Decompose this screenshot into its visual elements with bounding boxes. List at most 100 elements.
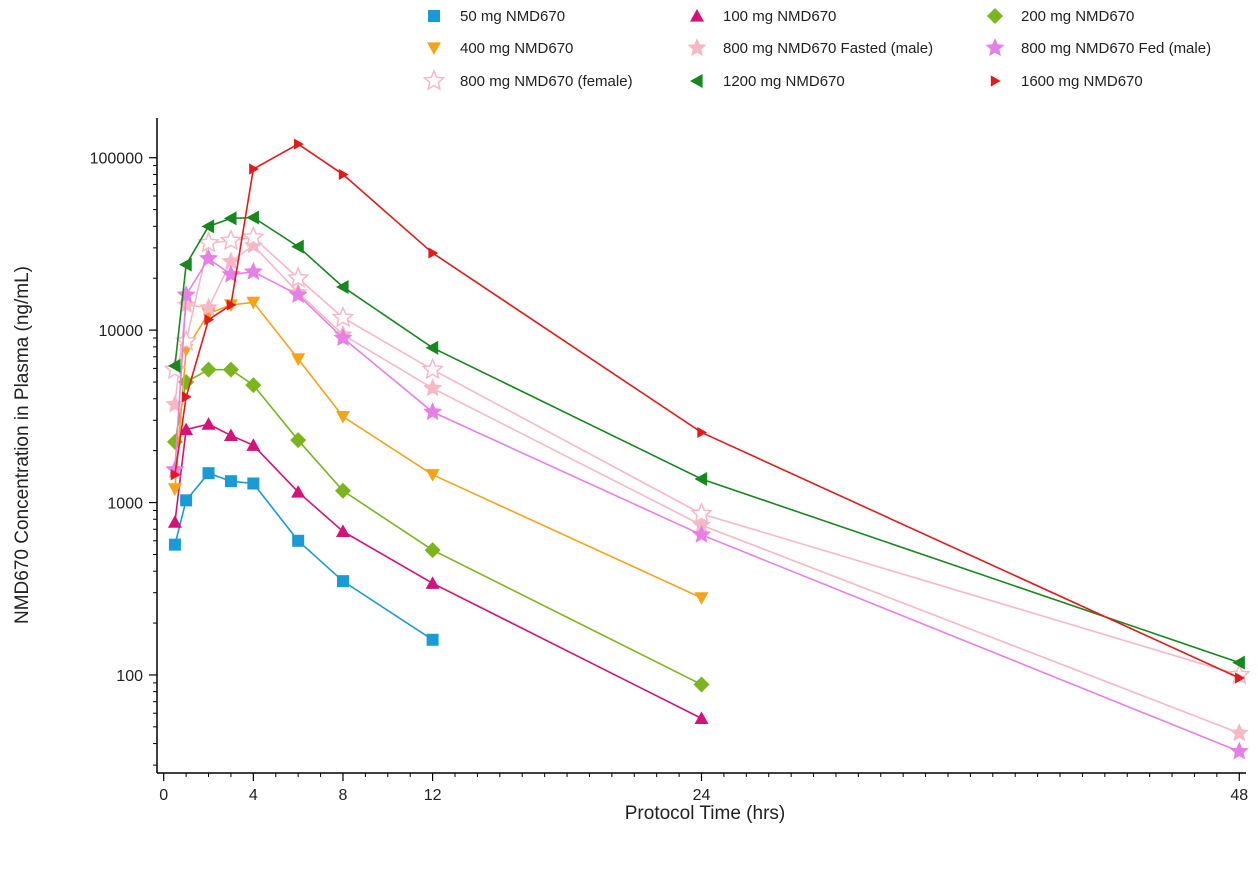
data-point <box>428 247 439 259</box>
series-5 <box>165 235 1249 742</box>
legend-marker <box>687 38 707 57</box>
data-point <box>223 428 238 442</box>
data-point <box>174 329 198 352</box>
data-point <box>421 357 444 380</box>
data-point <box>219 228 243 251</box>
data-point <box>292 534 305 547</box>
data-point <box>423 378 443 397</box>
x-tick-label: 24 <box>693 787 711 804</box>
legend-label: 1200 mg NMD670 <box>723 73 845 90</box>
data-point <box>291 239 304 254</box>
series-line <box>174 257 1240 753</box>
legend-marker <box>987 8 1003 24</box>
data-point <box>165 459 185 478</box>
series-6 <box>165 248 1249 760</box>
data-point <box>200 361 217 378</box>
y-tick-label: 100 <box>116 668 143 685</box>
series-9 <box>170 138 1245 684</box>
legend-marker <box>985 38 1005 57</box>
data-point <box>336 575 349 588</box>
data-point <box>425 469 440 482</box>
legend-item: 800 mg NMD670 Fasted (male) <box>687 38 933 57</box>
legend-marker <box>990 75 1001 87</box>
y-tick-label: 100000 <box>90 151 143 168</box>
legend-label: 1600 mg NMD670 <box>1021 73 1143 90</box>
data-point <box>167 358 181 373</box>
data-point <box>426 633 439 646</box>
legend-label: 800 mg NMD670 Fed (male) <box>1021 40 1211 57</box>
data-point <box>425 340 439 355</box>
data-point <box>165 394 185 413</box>
data-point <box>1232 655 1245 670</box>
legend-label: 200 mg NMD670 <box>1021 8 1134 25</box>
data-point <box>335 279 349 294</box>
data-point <box>423 402 443 421</box>
data-point <box>199 248 219 267</box>
data-point <box>223 211 237 226</box>
data-point <box>693 676 710 693</box>
legend-label: 400 mg NMD670 <box>460 40 573 57</box>
legend-marker <box>428 10 440 22</box>
data-point <box>168 538 181 551</box>
data-point <box>697 426 708 439</box>
data-point <box>690 501 713 524</box>
legend-marker <box>422 69 446 91</box>
legend-item: 800 mg NMD670 (female) <box>422 69 633 91</box>
series-line <box>174 423 702 720</box>
series-1 <box>168 467 439 646</box>
data-point <box>246 296 261 310</box>
series-line <box>174 216 1240 664</box>
data-point <box>222 361 239 378</box>
data-point <box>291 353 306 367</box>
data-point <box>179 422 194 436</box>
data-point <box>201 219 215 234</box>
legend-label: 800 mg NMD670 (female) <box>460 73 633 90</box>
data-point <box>1229 723 1249 742</box>
data-point <box>694 471 708 486</box>
legend: 50 mg NMD670 100 mg NMD670 200 mg NMD670 40… <box>422 8 1211 91</box>
y-tick-label: 10000 <box>99 323 144 340</box>
data-point <box>1235 672 1245 684</box>
data-point <box>335 411 350 424</box>
legend-label: 50 mg NMD670 <box>460 8 565 25</box>
y-axis-title: NMD670 Concentration in Plasma (ng/mL) <box>12 266 33 624</box>
data-point <box>243 235 263 254</box>
data-point <box>179 257 192 272</box>
y-tick-label: 1000 <box>107 496 143 513</box>
data-point <box>247 477 260 490</box>
x-tick-label: 0 <box>159 787 168 804</box>
data-point <box>167 483 182 496</box>
series-line <box>174 143 1240 679</box>
data-point <box>331 305 355 328</box>
legend-item: 100 mg NMD670 <box>690 8 836 25</box>
data-point <box>286 266 310 288</box>
legend-item: 200 mg NMD670 <box>987 8 1134 25</box>
data-point <box>178 374 195 391</box>
series-2 <box>167 417 709 724</box>
x-tick-label: 48 <box>1230 787 1248 804</box>
series-line <box>174 236 1240 676</box>
data-point <box>202 467 215 480</box>
legend-marker <box>690 74 703 88</box>
legend-marker <box>427 42 441 55</box>
series-line <box>174 244 1240 734</box>
legend-label: 800 mg NMD670 Fasted (male) <box>723 40 933 57</box>
legend-item: 1600 mg NMD670 <box>990 73 1143 90</box>
data-point <box>176 284 196 304</box>
series-7 <box>163 225 1251 685</box>
x-tick-label: 4 <box>249 787 258 804</box>
data-point <box>246 210 259 225</box>
data-point <box>425 576 440 589</box>
data-point <box>290 432 307 449</box>
data-point <box>424 542 441 559</box>
series-line <box>174 472 434 641</box>
data-point <box>199 297 219 316</box>
data-point <box>334 482 351 499</box>
data-point <box>249 163 259 175</box>
series-8 <box>167 210 1245 670</box>
data-point <box>242 225 265 248</box>
x-tick-label: 12 <box>424 787 442 804</box>
data-point <box>691 515 712 534</box>
